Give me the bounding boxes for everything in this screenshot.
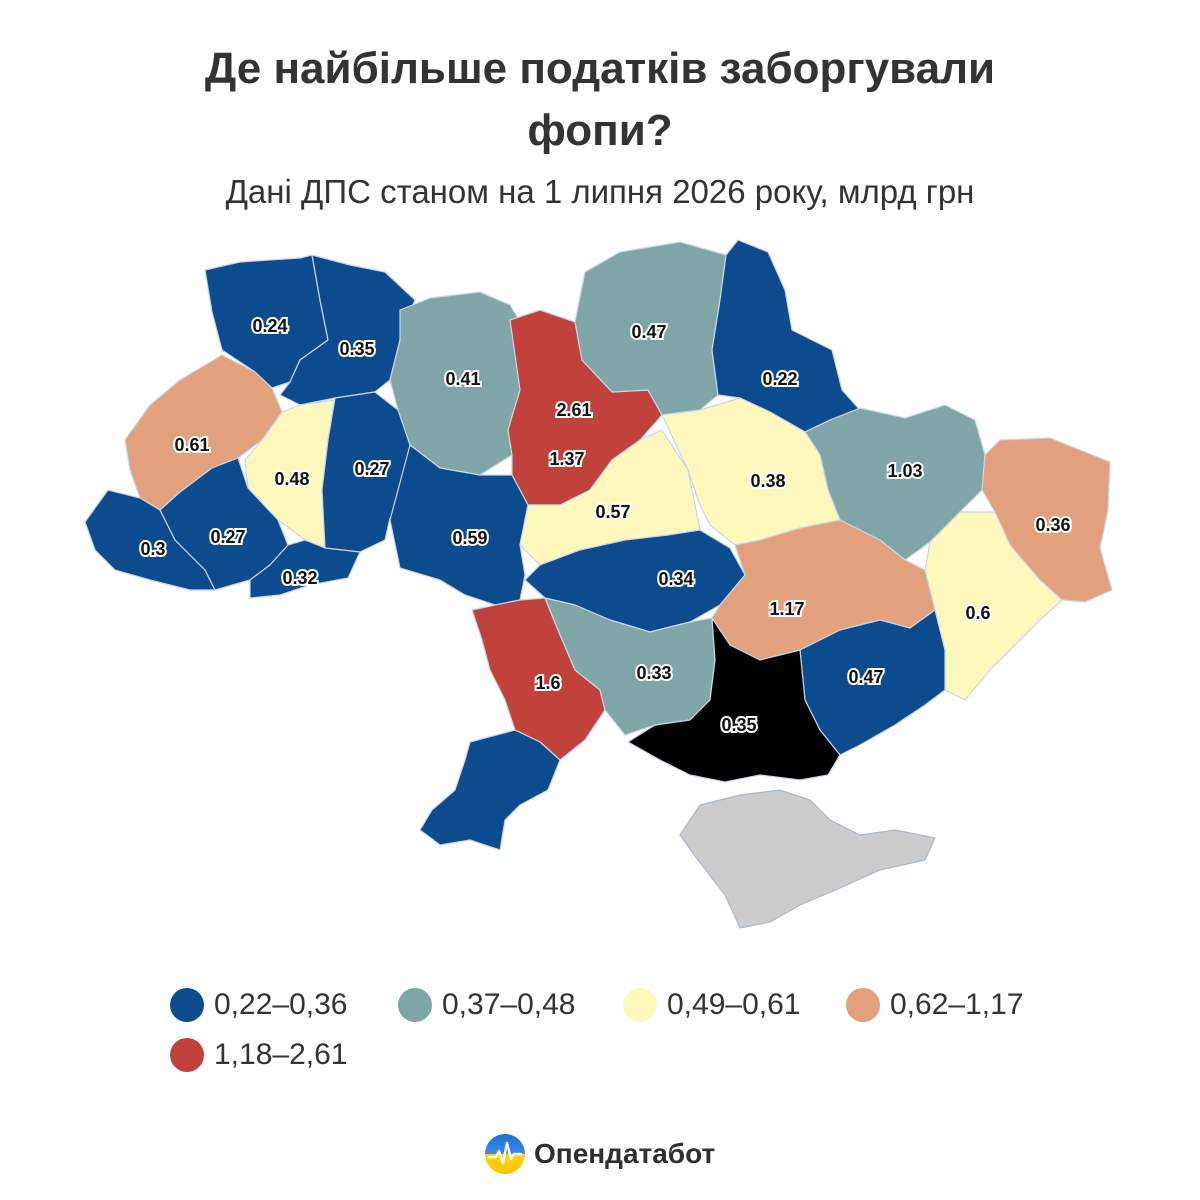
region-odesa-south	[419, 729, 561, 851]
region-value-label: 0.47	[848, 667, 883, 687]
region-crimea	[679, 789, 936, 929]
title-line-1: Де найбільше податків заборгували	[204, 44, 996, 93]
region-value-label: 0.61	[174, 435, 209, 455]
chart-subtitle: Дані ДПС станом на 1 липня 2026 року, мл…	[225, 173, 975, 210]
region-value-label: 1.03	[887, 461, 922, 481]
region-value-label: 0.36	[1035, 515, 1070, 535]
region-value-label: 0.34	[658, 569, 693, 589]
chart-title: Де найбільше податків заборгували фопи?	[0, 38, 1200, 162]
legend-swatch	[170, 1038, 204, 1072]
region-kherson	[627, 617, 841, 783]
region-value-label: 1.37	[549, 449, 584, 469]
legend-item-3: 0,49–0,61	[623, 985, 800, 1025]
regions-layer	[84, 239, 1113, 851]
region-value-label: 0.22	[762, 369, 797, 389]
title-line-2: фопи?	[527, 106, 673, 155]
legend-swatch	[170, 988, 204, 1022]
region-chernivtsi	[249, 539, 361, 599]
region-value-label: 0.6	[965, 603, 990, 623]
legend-swatch	[846, 988, 880, 1022]
region-value-label: 0.57	[595, 502, 630, 522]
region-value-label: 0.33	[636, 663, 671, 683]
region-odesa-north	[471, 597, 606, 761]
legend-label: 0,37–0,48	[442, 988, 576, 1021]
region-value-label: 0.48	[274, 469, 309, 489]
legend-item-1: 0,22–0,36	[170, 985, 347, 1025]
legend-item-5: 1,18–2,61	[170, 1035, 347, 1075]
legend-label: 0,22–0,36	[214, 988, 348, 1021]
legend-label: 0,62–1,17	[890, 988, 1024, 1021]
legend-label: 1,18–2,61	[214, 1038, 348, 1071]
legend-swatch	[623, 988, 657, 1022]
opendatabot-logo-icon	[485, 1134, 525, 1174]
legend-swatch	[398, 988, 432, 1022]
region-value-label: 0.32	[282, 568, 317, 588]
brand-name: Опендатабот	[534, 1138, 716, 1169]
legend-label: 0,49–0,61	[667, 988, 801, 1021]
region-value-label: 0.35	[339, 339, 374, 359]
region-zakarpattia	[84, 489, 216, 591]
legend-item-2: 0,37–0,48	[398, 985, 575, 1025]
region-value-label: 0.35	[721, 715, 756, 735]
region-value-label: 1.17	[769, 599, 804, 619]
region-value-label: 0.38	[750, 471, 785, 491]
region-value-label: 0.24	[252, 316, 287, 336]
region-value-label: 1.6	[535, 673, 560, 693]
legend-item-4: 0,62–1,17	[846, 985, 1023, 1025]
brand-logo: Опендатабот	[484, 1130, 715, 1178]
region-value-label: 0.27	[354, 459, 389, 479]
region-value-label: 0.41	[445, 369, 480, 389]
region-value-label: 0.59	[452, 528, 487, 548]
region-value-label: 0.27	[210, 527, 245, 547]
region-value-label: 2.61	[556, 400, 591, 420]
region-vinnytsia	[389, 444, 529, 606]
region-value-label: 0.3	[140, 539, 165, 559]
value-labels: 0.24 0.35 0.61 0.48 0.27 0.3 0.27 0.32 0.41 2.61 1…	[138, 314, 1072, 737]
region-value-label: 0.47	[631, 322, 666, 342]
